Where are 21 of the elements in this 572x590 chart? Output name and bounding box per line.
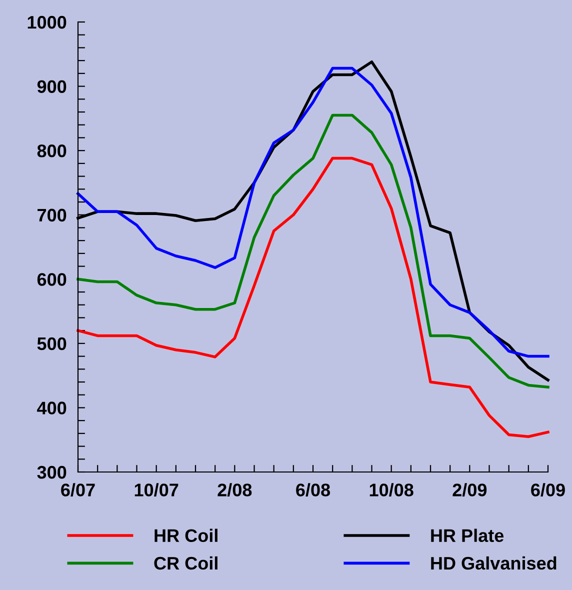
- x-tick-label: 2/08: [218, 483, 252, 497]
- y-tick-label: 400: [37, 402, 66, 414]
- x-tick-label: 10/07: [134, 483, 178, 497]
- y-tick-label: 300: [37, 466, 66, 479]
- y-tick-label: 600: [37, 273, 66, 286]
- y-tick-label: 500: [37, 337, 66, 350]
- y-tick-label: 900: [37, 80, 66, 94]
- x-tick-label: 6/09: [531, 483, 565, 497]
- legend-label: HD Galvanised: [431, 556, 556, 570]
- x-tick-label: 6/08: [296, 483, 330, 497]
- line-series: [76, 114, 550, 389]
- line-series: [76, 156, 550, 438]
- x-tick-label: 2/09: [452, 483, 487, 497]
- legend-label: CR Coil: [154, 556, 218, 570]
- legend-label: HR Coil: [154, 528, 218, 542]
- x-tick-label: 6/07: [61, 483, 95, 497]
- x-tick-label: 10/08: [370, 483, 414, 497]
- y-tick-label: 1000: [28, 16, 66, 29]
- legend-label: HR Plate: [431, 528, 504, 542]
- y-tick-label: 700: [38, 208, 66, 222]
- y-tick-label: 800: [37, 144, 66, 158]
